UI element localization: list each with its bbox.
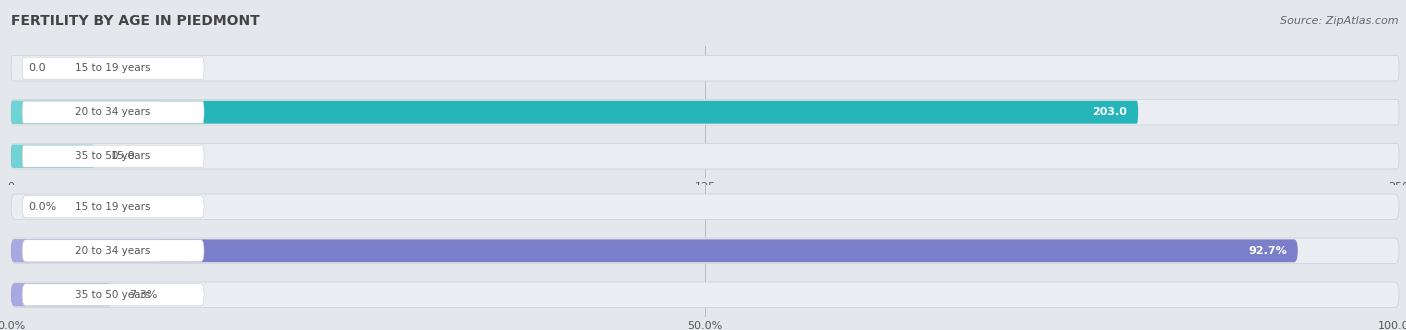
FancyBboxPatch shape [11, 283, 30, 306]
FancyBboxPatch shape [11, 194, 1399, 219]
FancyBboxPatch shape [11, 145, 27, 168]
Text: 15 to 19 years: 15 to 19 years [76, 63, 150, 73]
Text: 15.0: 15.0 [111, 151, 135, 161]
FancyBboxPatch shape [22, 57, 204, 79]
Text: 20 to 34 years: 20 to 34 years [76, 107, 150, 117]
FancyBboxPatch shape [11, 101, 1137, 124]
FancyBboxPatch shape [11, 238, 1399, 264]
Text: 20 to 34 years: 20 to 34 years [76, 246, 150, 256]
FancyBboxPatch shape [11, 283, 112, 306]
FancyBboxPatch shape [22, 101, 204, 123]
FancyBboxPatch shape [11, 99, 1399, 125]
Text: 92.7%: 92.7% [1249, 246, 1286, 256]
Text: 203.0: 203.0 [1092, 107, 1128, 117]
Text: 35 to 50 years: 35 to 50 years [76, 151, 150, 161]
Text: 0.0%: 0.0% [28, 202, 56, 212]
FancyBboxPatch shape [11, 239, 1298, 262]
Text: 15 to 19 years: 15 to 19 years [76, 202, 150, 212]
FancyBboxPatch shape [11, 144, 1399, 169]
FancyBboxPatch shape [22, 145, 204, 167]
FancyBboxPatch shape [22, 284, 204, 306]
FancyBboxPatch shape [22, 196, 204, 218]
FancyBboxPatch shape [11, 55, 1399, 81]
FancyBboxPatch shape [11, 282, 1399, 308]
FancyBboxPatch shape [22, 240, 204, 262]
Text: Source: ZipAtlas.com: Source: ZipAtlas.com [1281, 16, 1399, 26]
Text: 0.0: 0.0 [28, 63, 45, 73]
FancyBboxPatch shape [11, 239, 162, 262]
FancyBboxPatch shape [11, 101, 162, 124]
FancyBboxPatch shape [11, 145, 94, 168]
Text: FERTILITY BY AGE IN PIEDMONT: FERTILITY BY AGE IN PIEDMONT [11, 14, 260, 28]
Text: 7.3%: 7.3% [129, 290, 157, 300]
Text: 35 to 50 years: 35 to 50 years [76, 290, 150, 300]
